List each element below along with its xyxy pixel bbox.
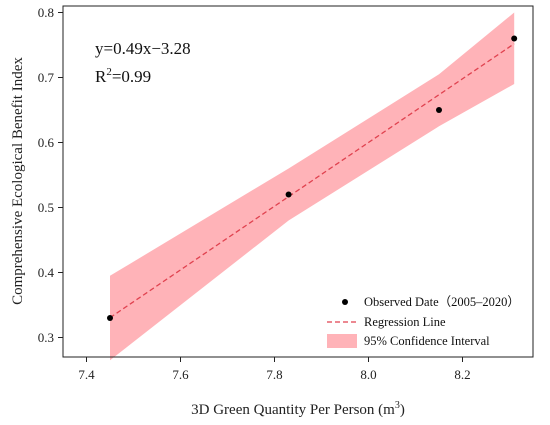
- y-tick-label: 0.6: [38, 135, 55, 150]
- y-tick-label: 0.3: [38, 330, 54, 345]
- y-tick-label: 0.8: [38, 5, 54, 20]
- confidence-band: [110, 12, 515, 361]
- r-squared-superscript: 2: [106, 66, 112, 78]
- y-tick-label: 0.5: [38, 200, 54, 215]
- x-tick-label: 8.0: [360, 367, 376, 382]
- y-axis-title: Comprehensive Ecological Benefit Index: [10, 57, 26, 305]
- data-points-layer: [107, 35, 518, 321]
- x-axis-title: 3D Green Quantity Per Person (m3): [191, 400, 405, 418]
- data-point: [285, 191, 292, 198]
- y-tick-label: 0.4: [38, 265, 55, 280]
- y-ticks: 0.3 0.4 0.5 0.6 0.7 0.8: [38, 5, 63, 345]
- r-squared-value: =0.99: [112, 67, 151, 86]
- x-axis-title-superscript: 3: [395, 400, 400, 411]
- x-tick-label: 8.2: [454, 367, 470, 382]
- data-point: [511, 35, 518, 42]
- regression-equation: y=0.49x−3.28: [95, 39, 191, 58]
- legend-label-confidence: 95% Confidence Interval: [364, 334, 490, 348]
- legend-label-observed: Observed Date（2005–2020）: [364, 295, 520, 309]
- legend-marker-observed: [342, 299, 348, 305]
- x-ticks: 7.4 7.6 7.8 8.0 8.2: [78, 357, 471, 382]
- r-squared: R2=0.99: [95, 66, 151, 86]
- data-point: [107, 315, 113, 321]
- x-tick-label: 7.6: [172, 367, 189, 382]
- legend-label-regression: Regression Line: [364, 315, 446, 329]
- legend: Observed Date（2005–2020） Regression Line…: [327, 295, 520, 348]
- regression-line: [109, 43, 515, 319]
- y-tick-label: 0.7: [38, 70, 55, 85]
- legend-marker-confidence: [327, 334, 357, 348]
- plot-frame: [62, 5, 534, 358]
- x-tick-label: 7.8: [266, 367, 282, 382]
- x-tick-label: 7.4: [78, 367, 95, 382]
- x-axis-title-close: ): [400, 402, 405, 418]
- regression-line-layer: [109, 43, 515, 319]
- confidence-band-layer: [110, 12, 515, 361]
- data-point: [436, 107, 442, 113]
